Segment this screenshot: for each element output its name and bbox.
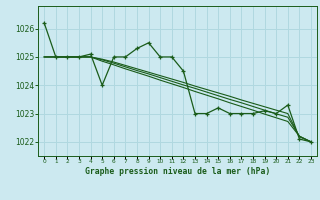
X-axis label: Graphe pression niveau de la mer (hPa): Graphe pression niveau de la mer (hPa) — [85, 167, 270, 176]
